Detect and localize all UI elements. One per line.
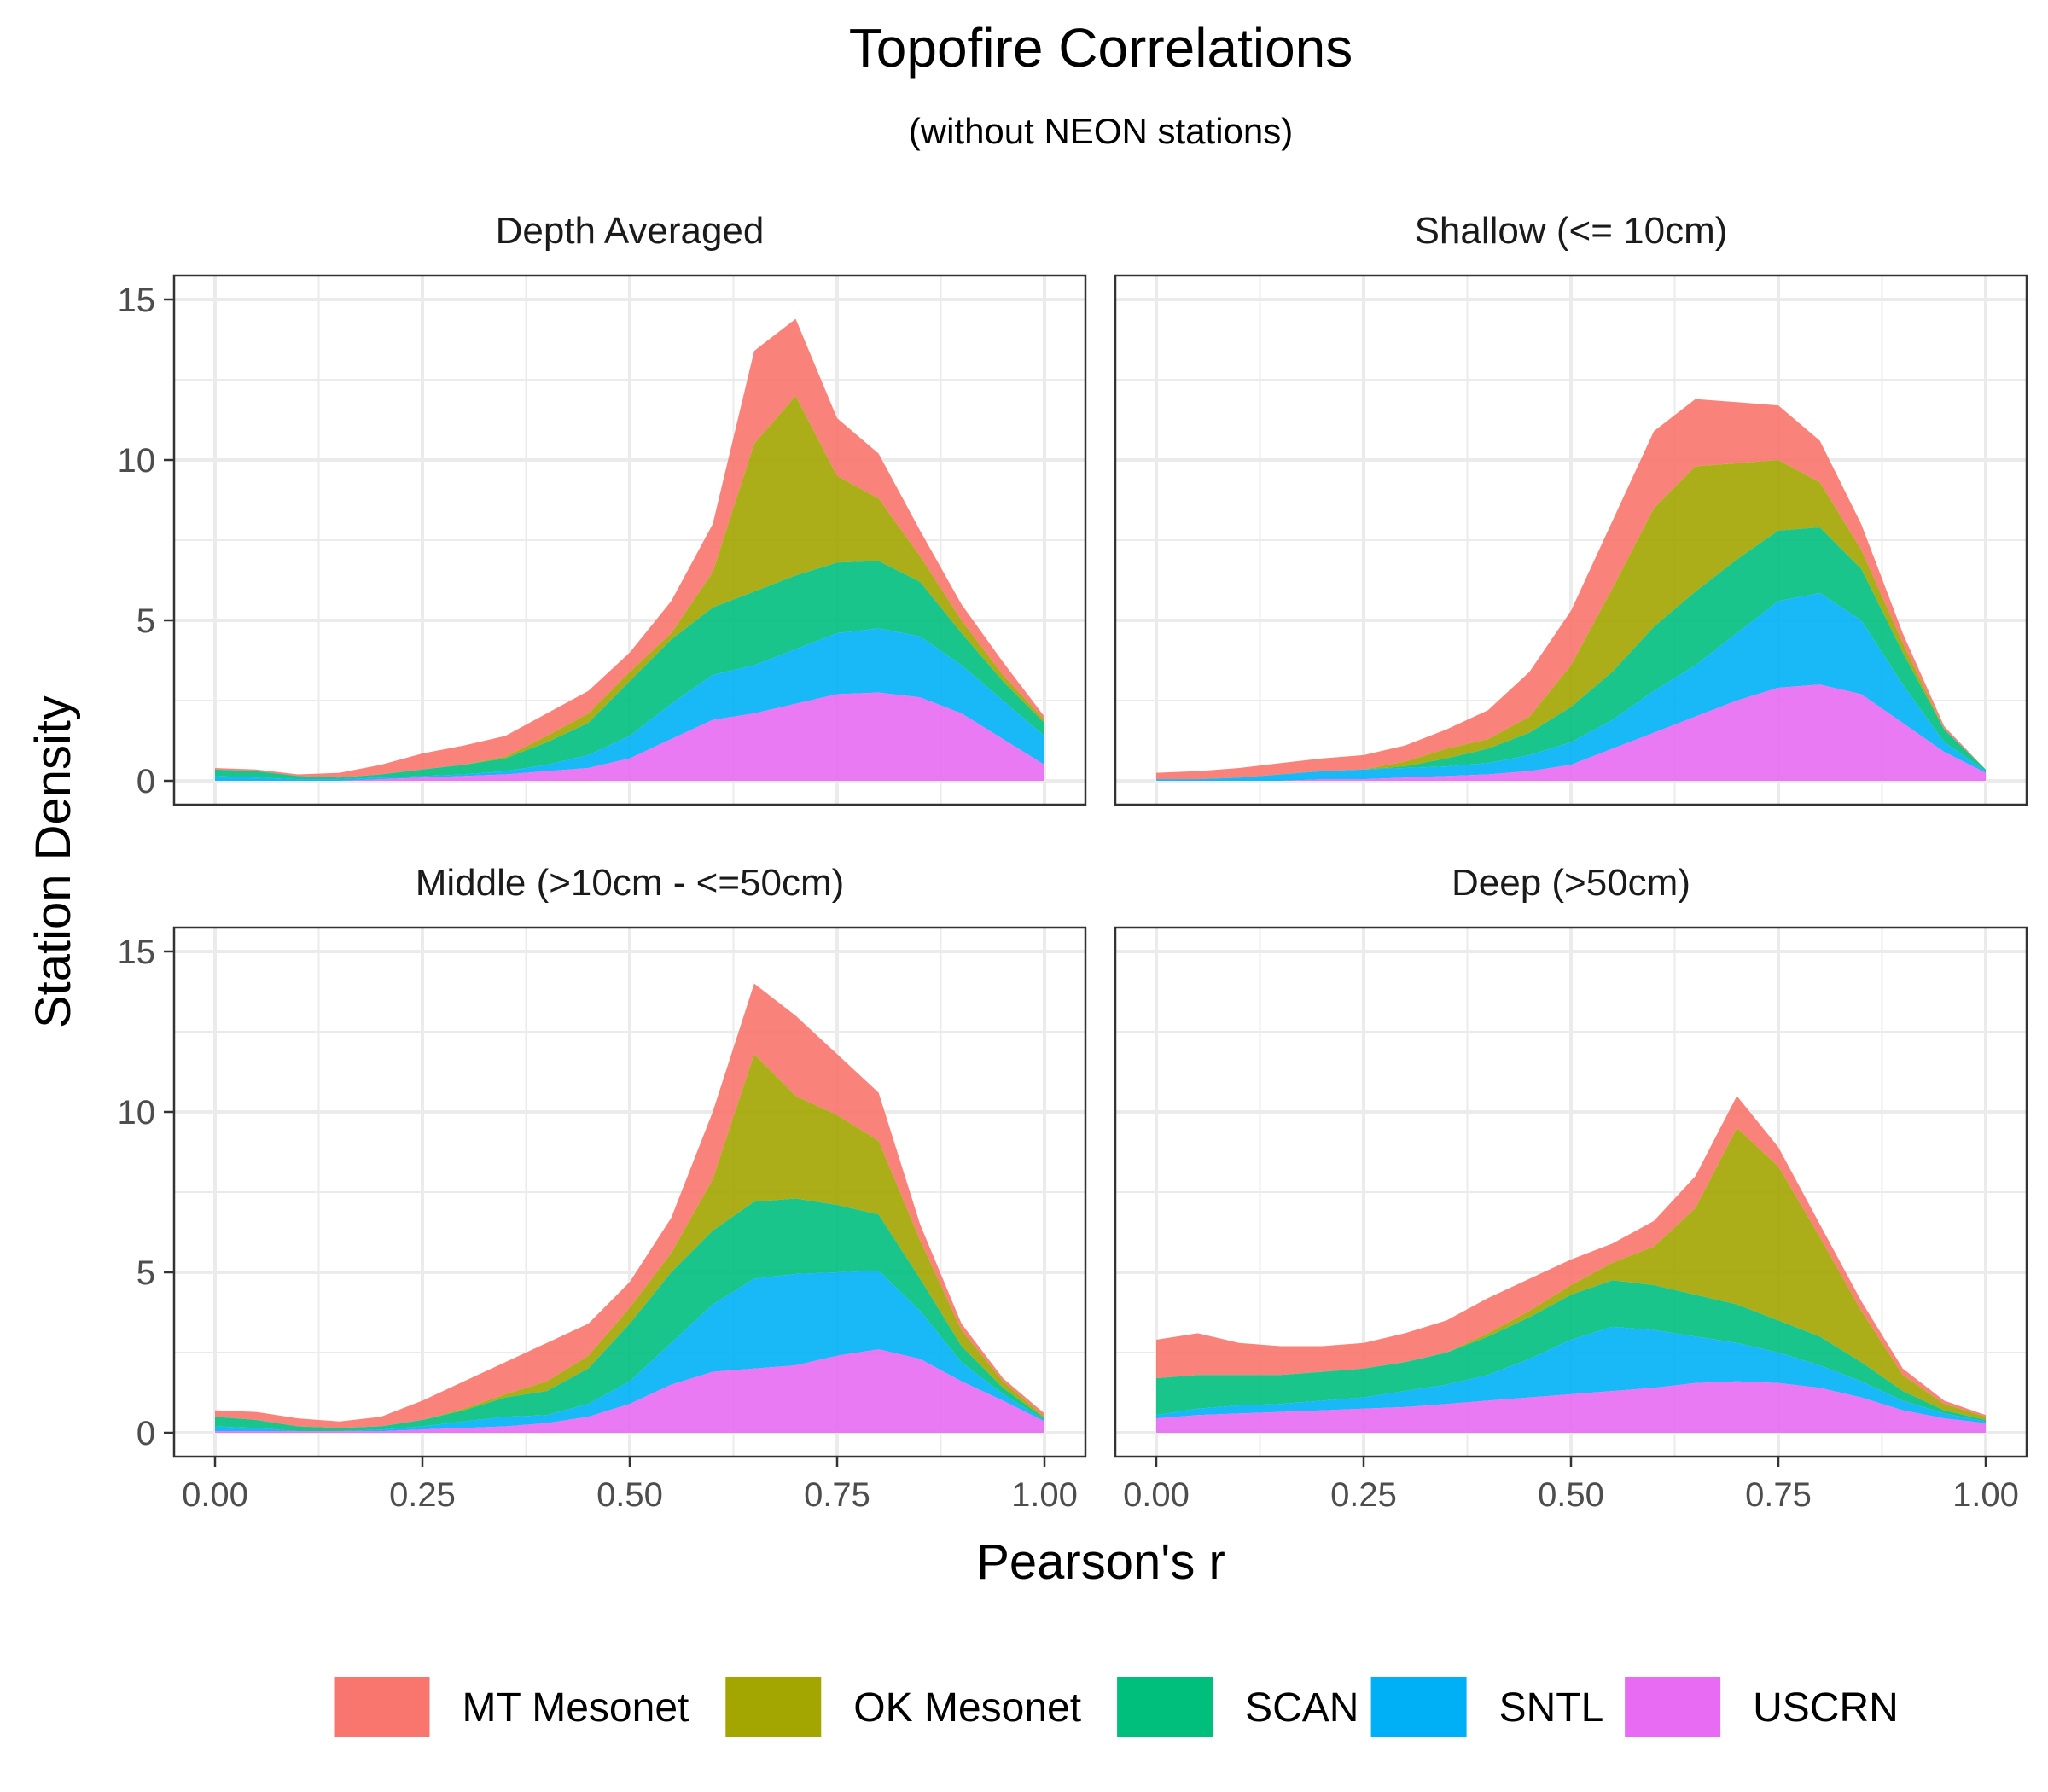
y-tick-label: 5 <box>137 602 155 640</box>
area-ok-mesonet <box>215 395 1044 778</box>
area-sntl <box>215 1271 1044 1432</box>
legend-swatch <box>1117 1677 1213 1737</box>
x-tick-label: 0.25 <box>389 1476 456 1514</box>
panel-title: Shallow (<= 10cm) <box>1415 210 1728 252</box>
legend-item-ok-mesonet: OK Mesonet <box>725 1677 1081 1737</box>
x-tick-label: 0.75 <box>804 1476 870 1514</box>
panel-border <box>172 274 1087 806</box>
legend-item-mt-mesonet: MT Mesonet <box>334 1677 689 1737</box>
area-uscrn <box>215 692 1044 781</box>
legend-item-uscrn: USCRN <box>1625 1677 1899 1737</box>
area-mt-mesonet <box>215 983 1044 1428</box>
legend-swatch <box>1625 1677 1721 1737</box>
legend-label: MT Mesonet <box>462 1685 689 1731</box>
panel-deep-50cm: Deep (>50cm) 0.00 0.25 0.50 0.75 1.00 <box>1114 862 2028 1514</box>
x-tick-label: 0.25 <box>1330 1476 1397 1514</box>
area-uscrn <box>215 1349 1044 1433</box>
chart-subtitle: (without NEON stations) <box>909 111 1293 151</box>
y-tick-label: 15 <box>118 934 156 971</box>
panel-title: Middle (>10cm - <=50cm) <box>416 862 845 904</box>
legend-label: SNTL <box>1499 1685 1604 1731</box>
x-tick-label: 0.00 <box>182 1476 248 1514</box>
legend-swatch <box>725 1677 822 1737</box>
panel-title: Deep (>50cm) <box>1452 862 1690 904</box>
y-axis-label: Station Density <box>26 695 81 1028</box>
y-tick-label: 0 <box>137 1415 155 1452</box>
legend-item-sntl: SNTL <box>1370 1677 1604 1737</box>
legend-swatch <box>1370 1677 1467 1737</box>
area-scan <box>1156 1280 1986 1422</box>
legend-item-scan: SCAN <box>1117 1677 1359 1737</box>
area-scan <box>215 561 1044 780</box>
x-axis-label: Pearson's r <box>976 1534 1225 1590</box>
panel-shallow-10cm: Shallow (<= 10cm) <box>1114 210 2028 806</box>
y-tick-label: 0 <box>137 763 155 800</box>
legend: MT Mesonet OK Mesonet SCAN SNTL USCRN <box>334 1677 1899 1737</box>
area-uscrn <box>1156 1381 1986 1433</box>
panel-middle-10cm-50cm: Middle (>10cm - <=50cm) 0 5 10 15 0.00 0.25 0.5… <box>118 862 1087 1514</box>
y-tick-label: 5 <box>137 1254 155 1292</box>
area-ok-mesonet <box>215 1054 1044 1428</box>
y-tick-label: 10 <box>118 1094 156 1132</box>
y-tick-label: 15 <box>118 282 156 319</box>
area-scan <box>1156 527 1986 780</box>
x-tick-label: 1.00 <box>1011 1476 1078 1514</box>
area-uscrn <box>1156 684 1986 781</box>
x-tick-label: 0.75 <box>1745 1476 1812 1514</box>
legend-label: USCRN <box>1753 1685 1899 1731</box>
area-mt-mesonet <box>215 318 1044 778</box>
area-ok-mesonet <box>1156 1127 1986 1420</box>
x-tick-label: 0.50 <box>596 1476 663 1514</box>
legend-label: OK Mesonet <box>853 1685 1081 1731</box>
legend-swatch <box>334 1677 430 1737</box>
x-tick-label: 1.00 <box>1952 1476 2019 1514</box>
panel-border <box>1114 274 2028 806</box>
y-tick-label: 10 <box>118 442 156 480</box>
legend-label: SCAN <box>1245 1685 1359 1731</box>
area-sntl <box>1156 1326 1986 1423</box>
area-sntl <box>215 628 1044 781</box>
x-tick-label: 0.00 <box>1123 1476 1190 1514</box>
panel-title: Depth Averaged <box>496 210 765 252</box>
facet-panels: Depth Averaged 0 5 10 15 Shallow (<= 10cm) Mid… <box>118 210 2028 1514</box>
area-scan <box>215 1198 1044 1432</box>
x-tick-label: 0.50 <box>1538 1476 1604 1514</box>
chart-title: Topofire Correlations <box>849 17 1353 79</box>
panel-depth-averaged: Depth Averaged 0 5 10 15 <box>118 210 1087 806</box>
area-sntl <box>1156 593 1986 781</box>
